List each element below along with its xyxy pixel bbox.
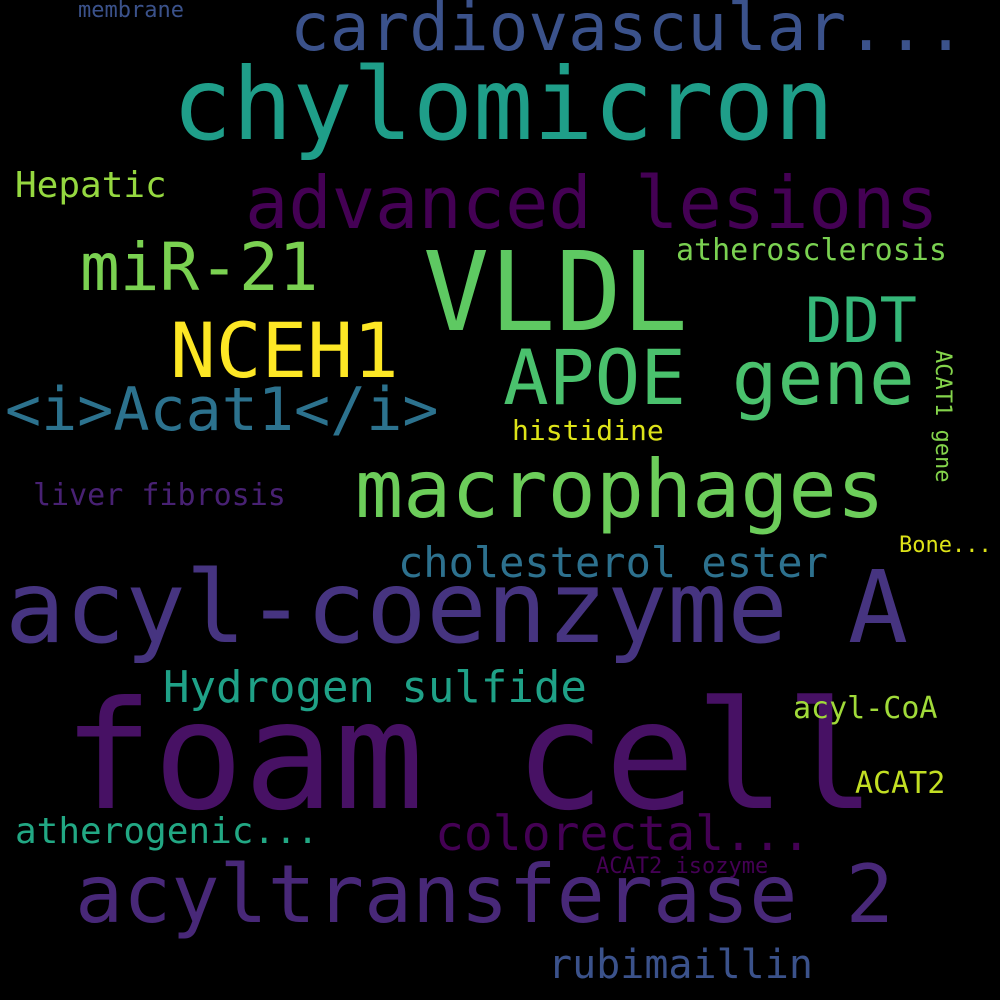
word-cholesterol-ester: cholesterol ester	[398, 538, 828, 587]
word-nceh1: NCEH1	[170, 306, 399, 395]
word-advanced-lesions: advanced lesions	[245, 161, 939, 245]
word-liver-fibrosis: liver fibrosis	[33, 478, 286, 513]
word-histidine: histidine	[512, 414, 664, 447]
word-acyl-coa: acyl-CoA	[793, 691, 938, 726]
word-chylomicron: chylomicron	[172, 46, 835, 163]
word-ddt: DDT	[805, 284, 917, 357]
word-acat2: ACAT2	[855, 766, 946, 801]
word-hepatic: Hepatic	[15, 165, 167, 206]
word-mir-21: miR-21	[80, 229, 319, 306]
word-vldl: VLDL	[423, 228, 688, 356]
word-acat1-gene: ACAT1 gene	[930, 350, 955, 483]
word-rubimaillin: rubimaillin	[548, 942, 813, 988]
word-acat2-isozyme: ACAT2 isozyme	[596, 854, 769, 879]
word-atherosclerosis: atherosclerosis	[676, 233, 947, 268]
word-membrane: membrane	[78, 0, 184, 23]
word-colorectal: colorectal...	[435, 806, 811, 862]
word-bone: Bone...	[899, 533, 992, 558]
word-acyl-coenzyme-a: acyl-coenzyme A	[5, 549, 909, 666]
word-foam-cell: foam cell	[63, 670, 876, 844]
word-macrophages: macrophages	[355, 443, 885, 536]
word-atherogenic: atherogenic...	[15, 811, 319, 852]
word-hydrogen-sulfide: Hydrogen sulfide	[163, 662, 587, 713]
word-apoe-gene: APOE gene	[503, 333, 915, 422]
word-acyltransferase-2: acyltransferase 2	[75, 848, 894, 941]
word-cardiovascular: cardiovascular...	[290, 0, 966, 66]
word-acat1-tagged: <i>Acat1</i>	[5, 375, 439, 445]
